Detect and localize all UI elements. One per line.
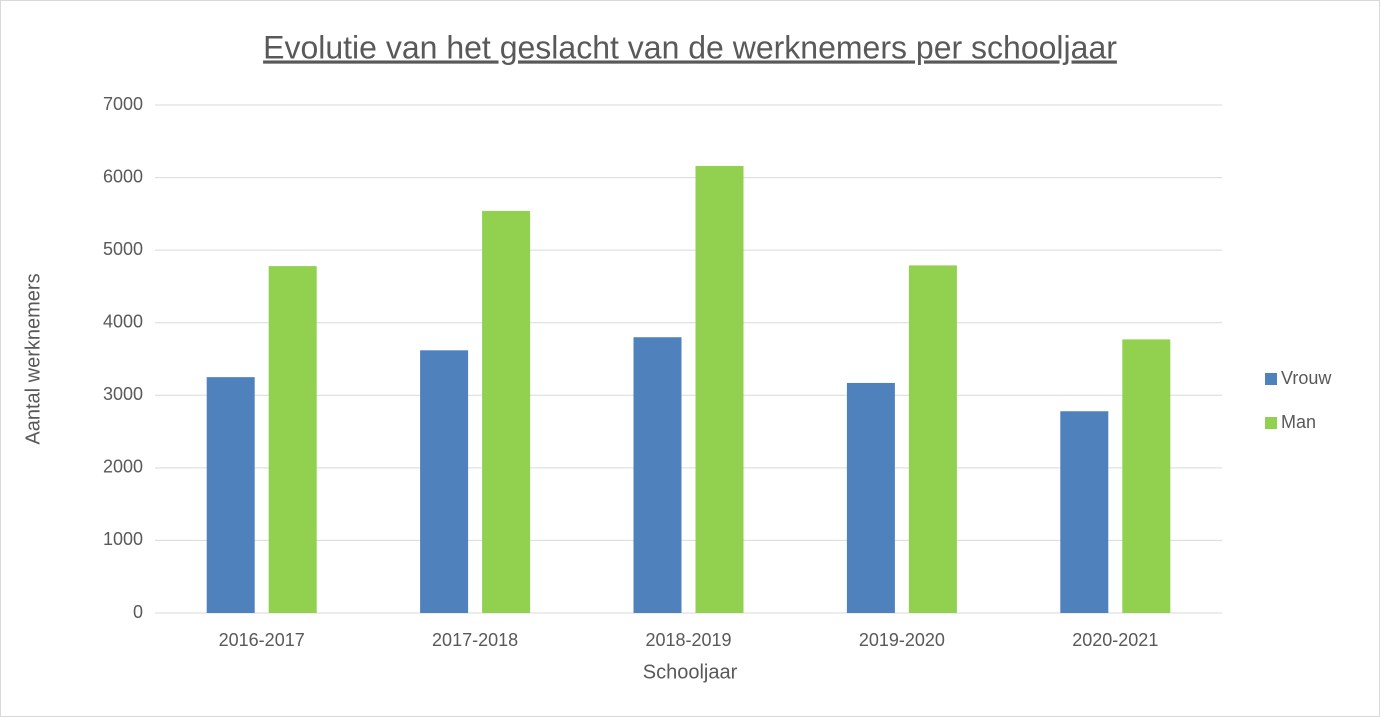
bar: [908, 265, 957, 613]
legend-swatch: [1265, 373, 1277, 385]
legend-label: Man: [1281, 412, 1316, 432]
bar: [482, 210, 531, 613]
bar: [1060, 411, 1109, 613]
y-tick-label: 0: [133, 602, 143, 622]
bar: [846, 382, 895, 613]
chart-title: Evolutie van het geslacht van de werknem…: [263, 29, 1117, 65]
x-tick-label: 2016-2017: [219, 630, 305, 650]
y-tick-label: 3000: [103, 384, 143, 404]
bar: [633, 337, 682, 613]
y-axis-label: Aantal werknemers: [22, 273, 44, 444]
y-tick-label: 6000: [103, 166, 143, 186]
x-tick-label: 2019-2020: [859, 630, 945, 650]
y-tick-label: 7000: [103, 94, 143, 114]
x-axis-label: Schooljaar: [643, 661, 738, 683]
legend-label: Vrouw: [1281, 368, 1332, 388]
bar: [695, 165, 744, 613]
y-tick-label: 5000: [103, 239, 143, 259]
bar: [206, 377, 255, 613]
y-tick-label: 4000: [103, 311, 143, 331]
y-tick-label: 2000: [103, 457, 143, 477]
bar: [1122, 339, 1171, 613]
bar: [268, 266, 317, 613]
x-tick-label: 2017-2018: [432, 630, 518, 650]
legend-swatch: [1265, 417, 1277, 429]
x-tick-label: 2018-2019: [645, 630, 731, 650]
x-tick-label: 2020-2021: [1072, 630, 1158, 650]
bar: [420, 350, 469, 613]
y-tick-label: 1000: [103, 529, 143, 549]
